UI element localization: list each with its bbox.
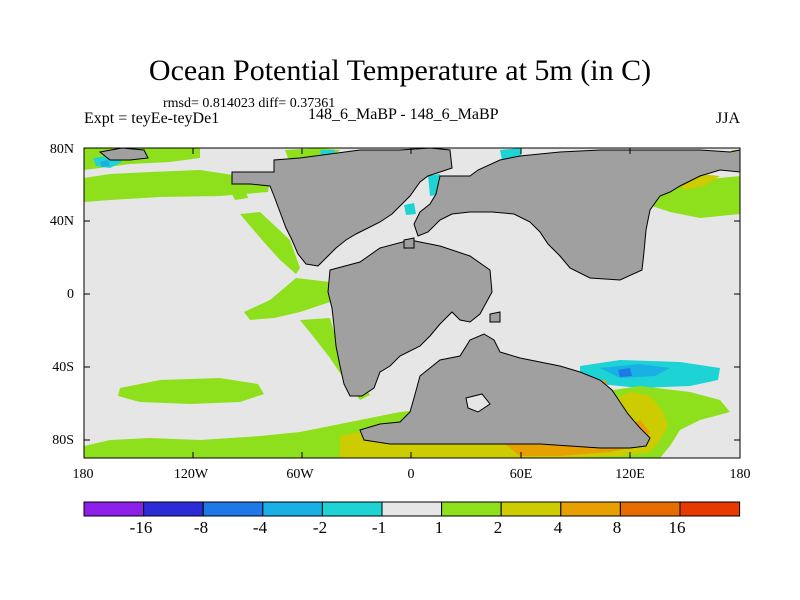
anomaly-region-green	[650, 176, 740, 218]
anomaly-region-lightblue	[100, 160, 110, 167]
colorbar-box	[143, 501, 204, 517]
north-america-landmass	[231, 147, 453, 267]
map-frame	[83, 147, 741, 459]
southern-landmass	[327, 239, 493, 397]
colorbar-tick-label: -2	[312, 518, 328, 537]
anomaly-region-blue	[618, 368, 632, 377]
colorbar-tick-label: -1	[371, 518, 387, 537]
experiment-pair-label: 148_6_MaBP - 148_6_MaBP	[308, 106, 499, 123]
season-label: JJA	[716, 110, 741, 127]
colorbar-box	[560, 501, 621, 517]
colorbar-tick-label: -4	[252, 518, 268, 537]
colorbar-box	[202, 501, 264, 517]
colorbar-box	[381, 501, 443, 517]
island-landmass	[403, 237, 415, 249]
anomaly-region-green	[240, 212, 300, 274]
lon-label: 60W	[286, 467, 314, 482]
lat-label: 80N	[49, 142, 74, 157]
antarctic-landmass	[359, 333, 651, 449]
anomaly-region-green	[230, 188, 248, 200]
land-masses	[98, 147, 741, 449]
colorbar-box	[619, 501, 681, 517]
colorbar-box	[441, 501, 502, 517]
anomaly-region-green	[244, 278, 336, 320]
colorbar-box	[321, 501, 383, 517]
colorbar-box	[500, 501, 562, 517]
lon-label: 0	[407, 467, 415, 482]
colorbar-tick-label: 1	[434, 518, 444, 537]
colorbar-tick-label: -16	[129, 518, 153, 537]
lon-label: 120E	[615, 467, 645, 482]
colorbar-box	[262, 501, 323, 517]
colorbar-tick-label: 8	[612, 518, 622, 537]
island-landmass	[489, 311, 501, 323]
colorbar	[83, 501, 741, 517]
colorbar-box	[83, 501, 145, 517]
lon-label: 180	[729, 467, 751, 482]
anomaly-region-lightblue	[600, 364, 670, 378]
anomaly-region-cyan	[404, 203, 416, 215]
anomaly-region-green	[118, 378, 264, 404]
island-landmass	[465, 393, 491, 413]
axis-ticks	[83, 147, 741, 458]
anomaly-region-green	[84, 170, 270, 202]
chart-title: Ocean Potential Temperature at 5m (in C)	[148, 54, 652, 87]
lon-label: 120W	[173, 467, 209, 482]
lat-label: 80S	[52, 433, 74, 448]
lat-label: 0	[67, 287, 74, 302]
colorbar-box	[679, 501, 741, 517]
lon-label: 180	[72, 467, 94, 482]
colorbar-tick-label: 4	[553, 518, 563, 537]
lat-label: 40S	[52, 360, 74, 375]
eurasia-landmass	[413, 149, 741, 281]
stats-text: rmsd= 0.814023 diff= 0.37361	[163, 96, 336, 111]
lon-label: 60E	[509, 467, 533, 482]
experiment-label: Expt = teyEe-teyDe1	[84, 110, 220, 127]
colorbar-tick-label: -8	[193, 518, 209, 537]
lat-label: 40N	[49, 214, 74, 229]
colorbar-tick-label: 16	[668, 518, 686, 537]
colorbar-tick-label: 2	[493, 518, 503, 537]
